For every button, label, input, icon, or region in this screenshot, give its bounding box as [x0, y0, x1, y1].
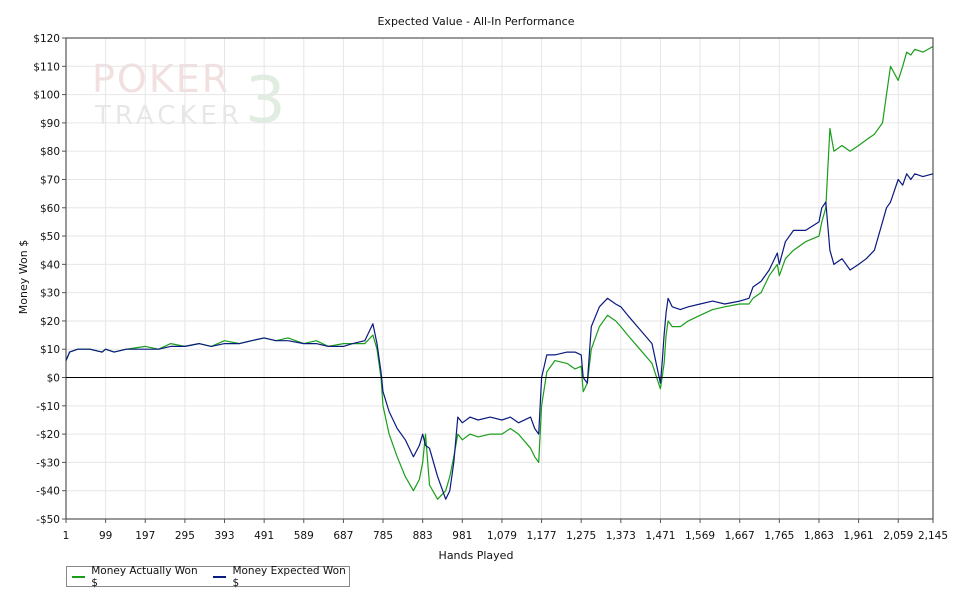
y-tick-label: $30 [40, 288, 60, 300]
x-tick-label: 785 [373, 530, 393, 542]
x-tick-label: 1,275 [566, 530, 596, 542]
y-tick-label: $80 [40, 146, 60, 158]
y-tick-label: $40 [40, 259, 60, 271]
y-axis-ticks: -$50 -$40 -$30 -$20 -$10 $0 $10 $20 $30 $40 $50 $60… [33, 33, 66, 526]
legend-swatch-actual [72, 575, 86, 578]
y-tick-label: $100 [33, 90, 60, 102]
x-tick-label: 1,177 [527, 530, 557, 542]
plot-axes [65, 37, 934, 520]
y-tick-label: -$20 [36, 429, 60, 441]
series-line-expected-won [65, 173, 934, 500]
x-tick-label: 1 [63, 530, 70, 542]
y-tick-label: $20 [40, 316, 60, 328]
y-tick-label: -$10 [36, 401, 60, 413]
x-tick-label: 295 [175, 530, 195, 542]
y-tick-label: -$40 [36, 486, 60, 498]
x-axis-label: Hands Played [439, 549, 514, 562]
y-tick-label: $110 [33, 61, 60, 73]
x-tick-label: 491 [254, 530, 274, 542]
pokertracker-watermark-logo: POKER TRACKER 3 [92, 57, 286, 138]
x-tick-label: 687 [333, 530, 353, 542]
x-tick-label: 1,471 [645, 530, 675, 542]
series-layer [65, 45, 934, 500]
x-tick-label: 2,145 [918, 530, 948, 542]
plot-border [65, 37, 934, 520]
x-tick-label: 2,059 [883, 530, 913, 542]
x-tick-label: 1,079 [487, 530, 517, 542]
y-tick-label: $70 [40, 174, 60, 186]
x-tick-label: 1,765 [764, 530, 794, 542]
y-tick-label: $10 [40, 344, 60, 356]
y-tick-label: $50 [40, 231, 60, 243]
legend-label-actual: Money Actually Won $ [91, 564, 198, 589]
y-tick-label: $60 [40, 203, 60, 215]
x-tick-label: 393 [214, 530, 234, 542]
legend-label-expected: Money Expected Won $ [232, 564, 346, 589]
plot-grid [65, 37, 934, 520]
chart-legend: Money Actually Won $ Money Expected Won … [66, 565, 350, 589]
x-tick-label: 1,667 [725, 530, 755, 542]
x-tick-label: 99 [99, 530, 112, 542]
x-tick-label: 1,569 [685, 530, 715, 542]
x-tick-label: 1,863 [804, 530, 834, 542]
legend-item-expected: Money Expected Won $ [213, 565, 349, 589]
x-tick-label: 1,961 [844, 530, 874, 542]
y-tick-label: $120 [33, 33, 60, 45]
x-tick-label: 1,373 [606, 530, 636, 542]
x-axis-ticks: 1 99 197 295 393 491 589 687 785 883 981 1,079 1,177… [63, 519, 948, 542]
y-tick-label: $0 [47, 373, 60, 385]
x-tick-label: 883 [413, 530, 433, 542]
y-tick-label: -$30 [36, 457, 60, 469]
chart-title: Expected Value - All-In Performance [377, 15, 574, 28]
legend-item-actual: Money Actually Won $ [72, 565, 201, 589]
x-tick-label: 981 [452, 530, 472, 542]
legend-swatch-expected [213, 575, 227, 578]
svg-text:POKER: POKER [92, 57, 230, 101]
svg-text:3: 3 [245, 64, 286, 138]
y-axis-label: Money Won $ [17, 240, 30, 314]
svg-text:TRACKER: TRACKER [94, 101, 243, 131]
y-tick-label: -$50 [36, 514, 60, 526]
y-tick-label: $90 [40, 118, 60, 130]
x-tick-label: 589 [294, 530, 314, 542]
x-tick-label: 197 [135, 530, 155, 542]
